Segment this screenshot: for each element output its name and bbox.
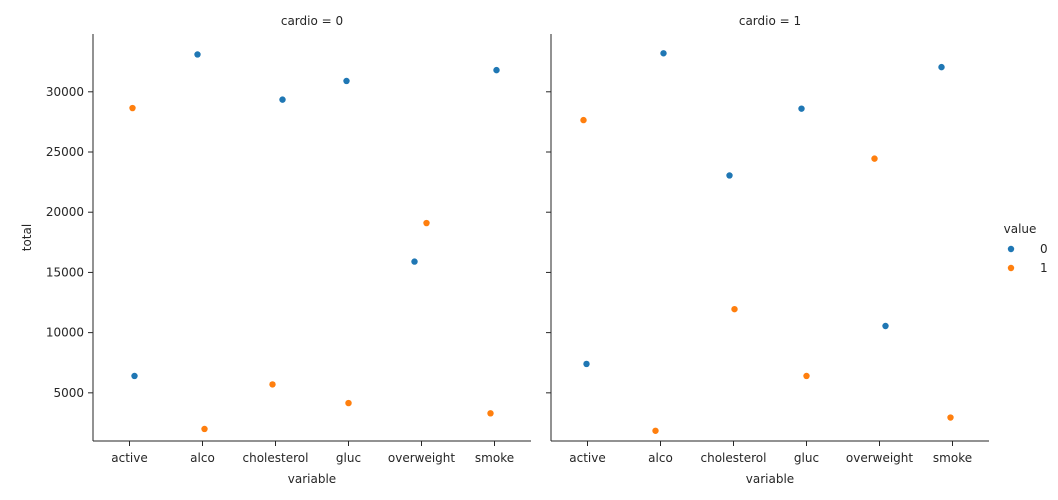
data-point: [652, 427, 659, 434]
data-point: [731, 305, 738, 313]
data-point: [583, 360, 590, 368]
x-tick-label: alco: [190, 451, 215, 465]
x-tick-label: alco: [648, 451, 673, 465]
facet-panel-1: cardio = 1 active alco cholesterol gluc overw…: [546, 14, 989, 486]
data-point: [345, 399, 352, 407]
data-point: [882, 322, 889, 330]
data-point: [947, 414, 954, 421]
y-tick-label: 30000: [46, 85, 84, 99]
legend-marker: [1007, 264, 1015, 272]
data-point: [131, 372, 138, 380]
legend-label: 0: [1040, 242, 1048, 256]
x-axis-label: variable: [746, 472, 794, 486]
y-axis-label: total: [20, 224, 34, 251]
facet-title: cardio = 0: [281, 14, 343, 28]
x-tick-label: smoke: [933, 451, 972, 465]
y-tick-label: 10000: [46, 326, 84, 340]
data-point: [129, 104, 136, 112]
x-tick-label: cholesterol: [243, 451, 309, 465]
x-tick-label: smoke: [475, 451, 514, 465]
y-tick-label: 15000: [46, 265, 84, 279]
data-point: [493, 66, 500, 74]
x-tick-label: active: [569, 451, 605, 465]
data-point: [660, 50, 667, 57]
x-axis-label: variable: [288, 472, 336, 486]
x-tick-label: active: [111, 451, 147, 465]
x-tick-label: gluc: [336, 451, 361, 465]
legend-title: value: [1004, 222, 1037, 236]
x-tick-label: overweight: [388, 451, 456, 465]
facet-panels: cardio = 0 5000 10000 15000 20000 25000 30000 a…: [20, 14, 989, 486]
y-tick-label: 5000: [53, 386, 84, 400]
data-point: [279, 96, 286, 103]
data-point: [798, 105, 805, 112]
facet-panel-0: cardio = 0 5000 10000 15000 20000 25000 30000 a…: [20, 14, 531, 486]
x-tick-label: gluc: [794, 451, 819, 465]
y-tick-label: 20000: [46, 205, 84, 219]
legend-marker: [1007, 245, 1015, 253]
y-tick-label: 25000: [46, 145, 84, 159]
data-point: [194, 51, 201, 58]
legend-label: 1: [1040, 261, 1048, 275]
data-point: [726, 172, 733, 179]
data-point: [423, 219, 430, 227]
data-point: [487, 410, 494, 417]
data-point: [343, 77, 350, 85]
x-tick-label: overweight: [846, 451, 914, 465]
facet-title: cardio = 1: [739, 14, 801, 28]
data-point: [871, 155, 878, 162]
data-point: [201, 425, 208, 433]
data-point: [580, 116, 587, 124]
x-tick-label: cholesterol: [701, 451, 767, 465]
data-point: [938, 63, 945, 71]
data-point: [269, 381, 276, 388]
data-point: [411, 258, 418, 265]
data-point: [803, 372, 810, 380]
